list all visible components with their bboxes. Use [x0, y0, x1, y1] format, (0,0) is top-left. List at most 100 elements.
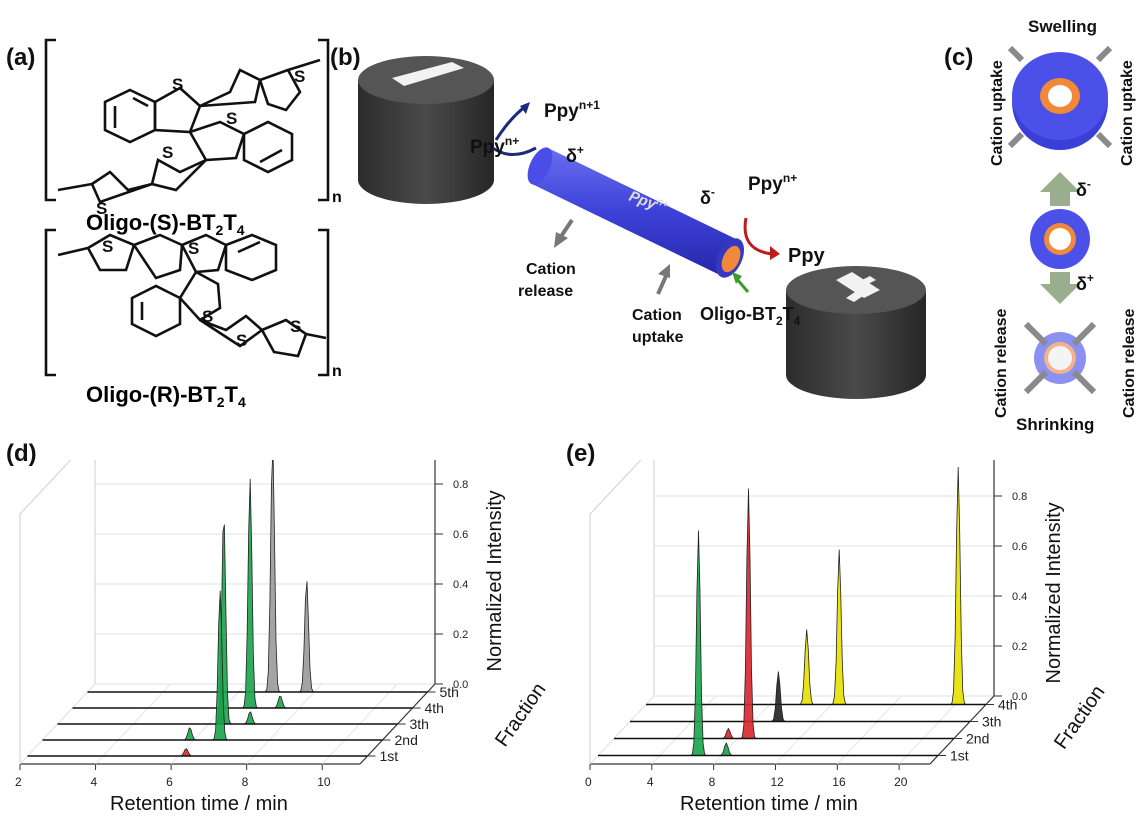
- x-tick-label: 8: [242, 775, 249, 789]
- neutral-ring: [1030, 209, 1090, 269]
- x-tick-label: 16: [832, 775, 846, 789]
- back-wall: [94, 460, 436, 685]
- fraction-label: 2nd: [395, 732, 418, 748]
- structure-title-s: Oligo-(S)-BT2T4: [86, 210, 245, 238]
- sulfur-atom: S: [172, 75, 183, 94]
- x-tick-label: 6: [166, 775, 173, 789]
- y-tick-label: 0.0: [1012, 691, 1027, 703]
- sulfur-atom: S: [226, 109, 237, 128]
- cation-uptake-left: Cation uptake: [989, 60, 1006, 166]
- cation-release-left: Cation release: [993, 309, 1010, 418]
- panel-label-a: (a): [6, 44, 36, 71]
- shrinking-label: Shrinking: [1016, 415, 1094, 434]
- c-delta-plus: δ+: [1076, 271, 1094, 294]
- ppy-label: Ppy: [788, 245, 826, 267]
- ppy-n-left-label: Ppyn+: [470, 134, 519, 158]
- floor-grid-line: [589, 695, 655, 765]
- back-wall: [653, 460, 995, 697]
- chemical-structures: S S S S S S S S S S n n Oligo-(S)-BT2T4 …: [44, 38, 342, 410]
- fraction-label: 1st: [380, 748, 399, 764]
- series-trace-2nd: [42, 590, 383, 741]
- x-tick-label: 12: [770, 775, 784, 789]
- sulfur-atom: S: [294, 67, 305, 86]
- z-axis-label: Fraction: [1050, 681, 1109, 753]
- y-tick-label: 0.0: [453, 679, 468, 691]
- y-tick-label: 0.8: [453, 479, 468, 491]
- y-tick-label: 0.4: [453, 579, 468, 591]
- y-tick-label: 0.8: [1012, 491, 1027, 503]
- fraction-label: 1st: [950, 748, 969, 764]
- panel-label-b: (b): [330, 44, 361, 71]
- sulfur-atom: S: [202, 307, 213, 326]
- y-tick-label: 0.2: [1012, 641, 1027, 653]
- positive-electrode: [786, 266, 926, 399]
- negative-electrode: [358, 56, 494, 204]
- fraction-label: 3th: [410, 716, 429, 732]
- sulfur-atom: S: [96, 199, 107, 218]
- cation-release-label-2: release: [518, 283, 573, 300]
- z-axis: [929, 695, 995, 765]
- x-tick-label: 4: [647, 775, 654, 789]
- swelling-diagram: Swelling Shrinking δ- δ+ Cation uptake C…: [989, 17, 1137, 434]
- x-tick-label: 4: [91, 775, 98, 789]
- c-delta-minus: δ-: [1076, 177, 1091, 200]
- swelling-label: Swelling: [1028, 17, 1097, 36]
- repeat-n-top: n: [332, 189, 342, 206]
- cation-uptake-right: Cation uptake: [1119, 60, 1136, 166]
- left-wall: [589, 460, 655, 766]
- y-tick-label: 0.6: [1012, 541, 1027, 553]
- x-axis-label: Retention time / min: [680, 793, 858, 815]
- floor-grid-line: [898, 695, 964, 765]
- cation-release-label-1: Cation: [526, 261, 576, 278]
- series-trace-4th: [72, 478, 413, 709]
- y-axis-label: Normalized Intensity: [1043, 502, 1065, 683]
- y-tick-label: 0.2: [453, 629, 468, 641]
- oligo-label: Oligo-BT2T4: [700, 304, 801, 328]
- left-wall: [19, 460, 96, 766]
- x-axis-label: Retention time / min: [110, 793, 288, 815]
- panel-label-d: (d): [6, 440, 37, 467]
- x-tick-label: 20: [894, 775, 908, 789]
- chromatogram-chart-d: 0.00.20.40.60.81.02468105th4th3th2nd1stR…: [15, 460, 551, 815]
- floor-grid-line: [651, 695, 717, 765]
- sulfur-atom: S: [188, 239, 199, 258]
- y-tick-label: 0.6: [453, 529, 468, 541]
- panel-label-e: (e): [566, 440, 596, 467]
- fraction-label: 5th: [440, 684, 459, 700]
- sulfur-atom: S: [162, 143, 173, 162]
- repeat-n-bottom: n: [332, 363, 342, 380]
- swollen-ring: [1012, 52, 1108, 150]
- fraction-label: 2nd: [966, 731, 989, 747]
- fraction-label: 4th: [998, 697, 1017, 713]
- structure-title-r: Oligo-(R)-BT2T4: [86, 382, 246, 410]
- shrunk-ring: [1023, 321, 1097, 395]
- x-tick-label: 0: [585, 775, 592, 789]
- cation-uptake-label-2: uptake: [632, 329, 684, 346]
- series-trace-3th: [57, 524, 398, 725]
- series-trace-2nd: [614, 488, 954, 739]
- floor-grid-line: [775, 695, 840, 765]
- delta-minus-label: δ-: [700, 185, 715, 208]
- ppy-tube: [527, 147, 745, 278]
- sulfur-atom: S: [236, 331, 247, 350]
- fraction-label: 3th: [982, 714, 1001, 730]
- sulfur-atom: S: [102, 237, 113, 256]
- fraction-label: 4th: [425, 700, 444, 716]
- z-axis-label: Fraction: [491, 679, 550, 751]
- floor-grid-line: [836, 695, 902, 765]
- series-trace-5th: [87, 460, 428, 693]
- sulfur-atom: S: [290, 317, 301, 336]
- series-trace-1st: [27, 748, 368, 757]
- cation-uptake-label-1: Cation: [632, 307, 682, 324]
- x-tick-label: 8: [709, 775, 716, 789]
- ppy-n1-label: Ppyn+1: [544, 98, 600, 122]
- panel-label-c: (c): [944, 44, 974, 71]
- x-tick-label: 2: [15, 775, 22, 789]
- delta-plus-label: δ+: [566, 143, 584, 166]
- x-tick-label: 10: [317, 775, 331, 789]
- y-tick-label: 0.4: [1012, 591, 1027, 603]
- chromatogram-chart-e: 0.00.20.40.60.81.00481216204th3th2nd1stR…: [585, 460, 1110, 815]
- ppy-n-right-label: Ppyn+: [748, 171, 797, 195]
- y-axis-label: Normalized Intensity: [484, 490, 506, 671]
- actuator-schematic: Ppyn+ Ppyn+1 Ppyn+ δ+ δ- Ppyn+ Ppy Catio…: [358, 56, 926, 399]
